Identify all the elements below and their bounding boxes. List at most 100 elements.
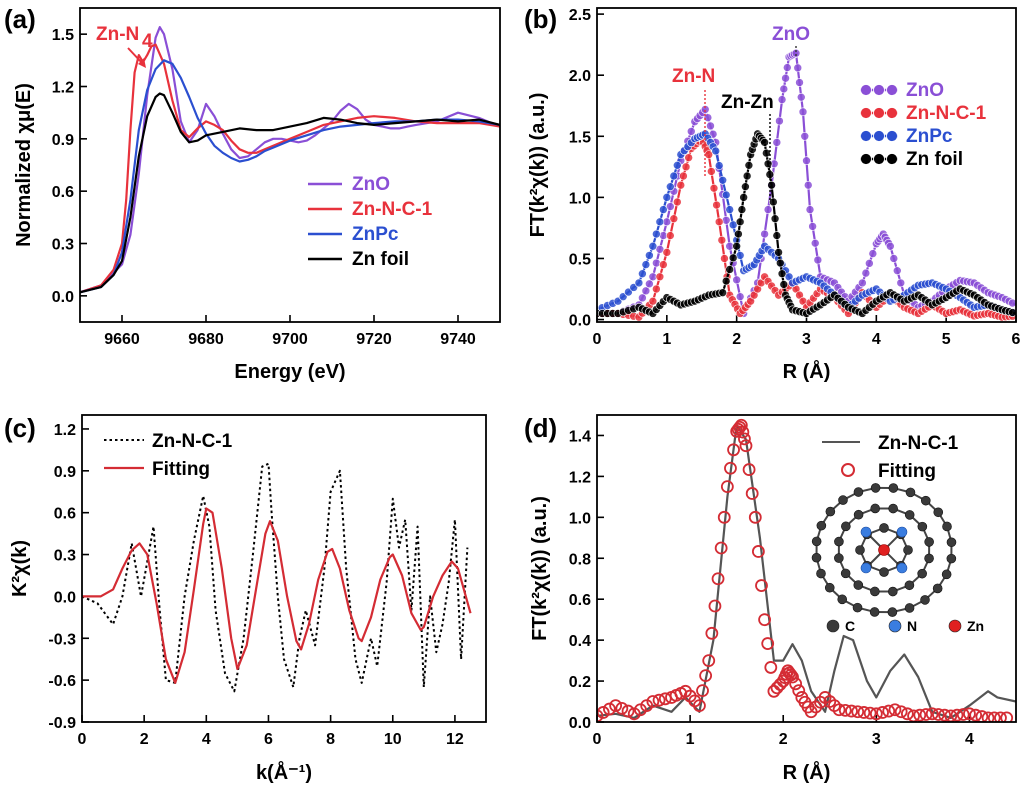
carbon-atom bbox=[838, 495, 848, 505]
series-zno-marker bbox=[652, 258, 661, 268]
plot-frame bbox=[596, 414, 1017, 723]
legend-marker bbox=[886, 153, 898, 165]
carbon-atom bbox=[853, 487, 864, 497]
series-zn-foil-marker bbox=[721, 276, 731, 286]
legend-marker bbox=[860, 130, 872, 142]
series-zno-marker bbox=[638, 293, 647, 303]
series-zn-foil-marker bbox=[735, 217, 745, 227]
legend-label: Zn-N-C-1 bbox=[152, 431, 233, 452]
x-tick-label: 6 bbox=[264, 731, 273, 748]
series-fitting-marker bbox=[727, 443, 740, 457]
annotation-zn-n: Zn-N bbox=[672, 66, 715, 87]
series-zno-marker bbox=[810, 238, 820, 248]
series-fitting-marker bbox=[987, 711, 1001, 722]
legend-label: Zn foil bbox=[906, 149, 963, 170]
nitrogen-atom bbox=[896, 562, 908, 574]
y-tick-label: 1.5 bbox=[569, 129, 591, 146]
legend-label: Fitting bbox=[152, 459, 210, 480]
series-fitting-marker bbox=[900, 707, 914, 721]
series-fitting-marker bbox=[699, 669, 713, 683]
carbon-atom bbox=[824, 582, 835, 593]
y-tick-label: -0.6 bbox=[48, 673, 76, 690]
series-zno-marker bbox=[889, 254, 899, 263]
series-zn-n-c-1-marker bbox=[707, 167, 716, 176]
series-fitting-marker bbox=[764, 661, 778, 674]
series-zno-marker bbox=[791, 48, 801, 58]
y-tick-label: 0.6 bbox=[569, 592, 591, 609]
annotation-zn-n4: Zn-N bbox=[96, 24, 139, 45]
carbon-atom bbox=[942, 521, 952, 532]
series-fitting-marker bbox=[888, 703, 902, 717]
series-fitting-marker bbox=[738, 432, 751, 446]
y-tick-label: 2.0 bbox=[569, 68, 591, 85]
series-zn-n-c-1-marker bbox=[679, 171, 688, 181]
inset-molecule bbox=[811, 483, 957, 617]
carbon-atom bbox=[924, 553, 934, 564]
series-zn-n-c-1-marker bbox=[676, 180, 686, 190]
series-zno-marker bbox=[732, 275, 741, 285]
series-znpc-marker bbox=[652, 229, 661, 239]
x-tick-label: 0 bbox=[593, 331, 602, 348]
y-tick-label: 1.0 bbox=[569, 510, 591, 527]
series-zn-n-c-1-marker bbox=[681, 162, 691, 172]
y-tick-label: 1.2 bbox=[54, 422, 76, 439]
series-fitting-marker bbox=[736, 425, 750, 439]
series-zno-marker bbox=[721, 215, 731, 225]
series-zn-n-c-1-line bbox=[597, 424, 1016, 720]
series-zno-marker bbox=[892, 266, 902, 275]
y-tick-label: 0.4 bbox=[569, 633, 591, 650]
legend-marker bbox=[841, 463, 855, 477]
legend-label: ZnO bbox=[352, 174, 390, 195]
series-fitting-marker bbox=[708, 599, 722, 613]
y-tick-label: 1.5 bbox=[52, 27, 74, 44]
series-znpc-marker bbox=[673, 161, 682, 170]
series-fitting-marker bbox=[621, 704, 635, 718]
series-zn-foil-marker bbox=[742, 171, 752, 181]
y-tick-label: 0.9 bbox=[54, 464, 76, 481]
series-fitting-marker bbox=[724, 461, 737, 475]
series-fitting-marker bbox=[748, 510, 762, 524]
series-zn-n-c-1-line bbox=[82, 462, 469, 693]
series-zn-foil-marker bbox=[725, 265, 734, 274]
carbon-atom bbox=[852, 602, 863, 613]
series-zn-n-c-1-marker bbox=[684, 153, 693, 162]
y-tick-label: -0.3 bbox=[48, 631, 76, 648]
carbon-atom bbox=[840, 568, 851, 579]
series-zn-foil-marker bbox=[774, 248, 783, 257]
carbon-atom bbox=[905, 487, 916, 498]
inset-legend-label: C bbox=[845, 618, 855, 634]
series-znpc-marker bbox=[725, 205, 734, 214]
series-zno-marker bbox=[803, 180, 813, 190]
series-fitting-marker bbox=[969, 708, 983, 722]
legend-marker bbox=[873, 84, 885, 96]
series-zn-foil-marker bbox=[732, 241, 741, 251]
annotation-arrow bbox=[127, 47, 144, 65]
inset-legend-label: N bbox=[907, 618, 917, 634]
y-tick-label: 0.8 bbox=[569, 551, 591, 568]
series-zn-n-c-1-marker bbox=[720, 254, 729, 263]
carbon-atom bbox=[917, 521, 928, 532]
carbon-atom bbox=[888, 503, 898, 514]
x-tick-label: 6 bbox=[1012, 331, 1021, 348]
y-tick-label: 0.9 bbox=[52, 132, 74, 149]
annotation-zn-zn: Zn-Zn bbox=[721, 92, 774, 113]
series-znpc-marker bbox=[648, 241, 658, 251]
series-zn-n-c-1-marker bbox=[666, 231, 675, 240]
carbon-atom bbox=[870, 483, 881, 493]
series-zno-marker bbox=[868, 249, 878, 258]
carbon-atom bbox=[816, 568, 826, 579]
series-zno-marker bbox=[796, 92, 806, 102]
x-tick-label: 4 bbox=[965, 731, 974, 748]
series-zn-n-c-1-marker bbox=[714, 217, 724, 227]
series-zn-n-c-1-marker bbox=[648, 296, 658, 306]
nitrogen-atom bbox=[860, 562, 872, 574]
x-tick-label: 2 bbox=[779, 731, 788, 748]
y-tick-label: 0.0 bbox=[569, 715, 591, 732]
legend-label: ZnO bbox=[906, 80, 944, 101]
series-zno-marker bbox=[813, 255, 823, 265]
legend-marker bbox=[886, 107, 898, 119]
carbon-atom bbox=[888, 483, 899, 493]
inset-legend-marker bbox=[826, 619, 840, 633]
series-zno-marker bbox=[858, 278, 867, 288]
series-fitting-marker bbox=[786, 670, 799, 684]
